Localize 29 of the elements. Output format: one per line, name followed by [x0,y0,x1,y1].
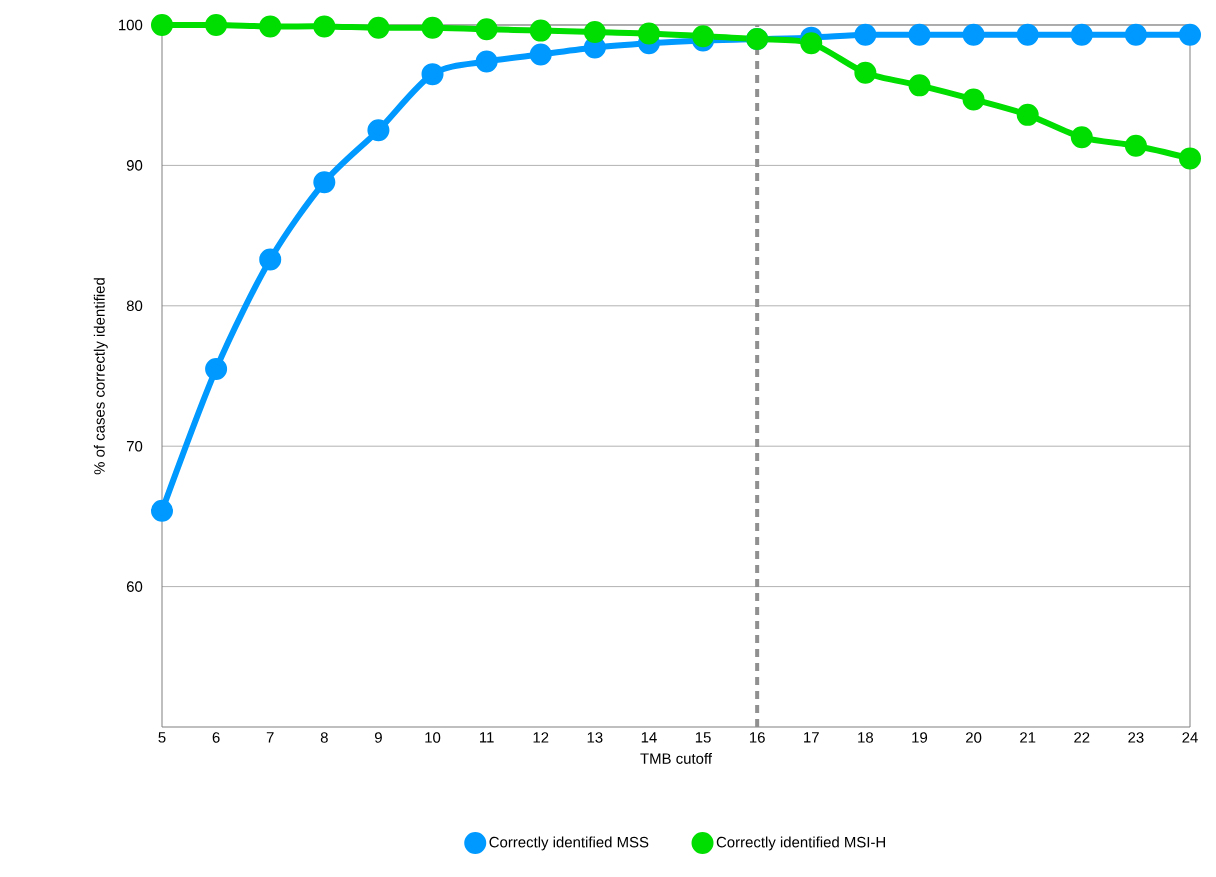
y-tick-label: 90 [126,160,143,171]
x-tick-label: 15 [695,732,711,743]
y-tick-label: 60 [126,581,143,592]
x-tick-label: 23 [1128,732,1144,743]
x-tick-label: 24 [1182,732,1198,743]
y-tick-label: 80 [126,300,143,312]
x-tick-label: 11 [480,732,494,743]
x-tick-label: 8 [320,732,328,743]
x-tick-label: 13 [587,732,603,743]
x-tick-label: 9 [374,732,382,743]
x-tick-label: 6 [212,732,220,743]
x-axis-title: TMB cutoff [640,752,713,764]
x-tick-label: 7 [266,732,274,743]
legend-label: Correctly identified MSI-H [716,836,886,851]
x-tick-label: 21 [1020,732,1036,743]
x-tick-label: 17 [804,732,819,743]
legend-label: Correctly identified MSS [489,836,649,851]
x-tick-label: 16 [749,732,765,743]
y-axis-title: % of cases correctly identified [93,278,108,475]
x-tick-label: 20 [966,732,982,743]
x-tick-label: 22 [1074,732,1090,743]
x-tick-label: 10 [425,732,441,743]
x-tick-label: 19 [912,732,928,743]
y-tick-label: 70 [126,440,143,452]
x-tick-label: 5 [158,732,166,743]
y-tick-label: 100 [119,19,143,31]
x-tick-label: 12 [533,732,549,743]
x-tick-label: 14 [641,732,657,743]
x-tick-label: 18 [858,732,874,743]
